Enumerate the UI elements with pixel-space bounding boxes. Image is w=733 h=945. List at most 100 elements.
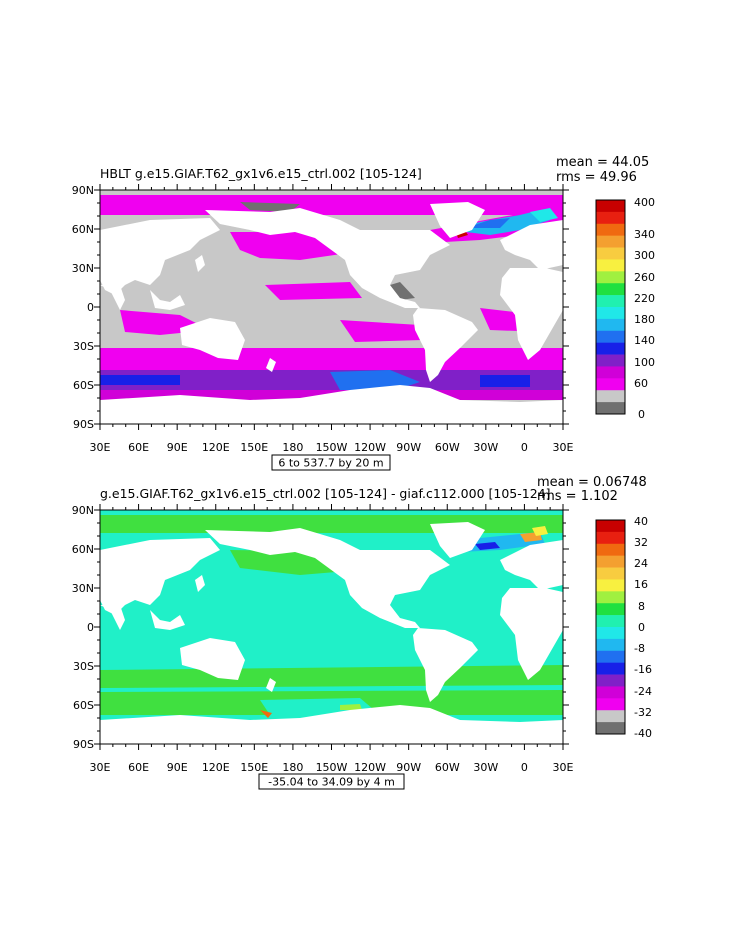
lon-label: 30E [90,441,111,454]
panel-2-title: g.e15.GIAF.T62_gx1v6.e15_ctrl.002 [105-1… [100,486,550,501]
lon-label: 180 [282,761,303,774]
lon-label: 30W [473,761,498,774]
lon-label: 90E [167,441,188,454]
lon-label: 150E [240,761,268,774]
lon-label: 30E [553,761,574,774]
colorbar-swatch [596,318,625,332]
lon-label: 0 [521,441,528,454]
lon-label: 60W [435,441,460,454]
lat-label: 60S [73,379,94,392]
panel-1-lat-axis: 90N 60N 30N 0 30S 60S 90S [72,184,94,431]
colorbar-label: -24 [634,685,652,698]
lat-label: 30S [73,340,94,353]
panel-1-ticks [94,184,569,430]
lon-label: 60E [128,441,149,454]
lat-label: 90S [73,738,94,751]
panel-2-rms: rms = 1.102 [537,489,618,504]
colorbar-swatch [596,271,625,284]
colorbar-swatch [596,579,625,592]
colorbar-swatch [596,235,625,248]
panel-1-rms: rms = 49.96 [556,170,637,185]
panel-1-lon-axis: 30E 60E 90E 120E 150E 180 150W 120W 90W … [90,441,574,454]
lon-label: 0 [521,761,528,774]
lat-label: 60N [72,223,94,236]
colorbar-frame [595,199,626,415]
colorbar-swatch [596,259,625,272]
colorbar-label: -8 [634,642,645,655]
panel-1-range-box [271,454,391,471]
colorbar-label: 400 [634,196,655,209]
colorbar-label: 180 [634,313,655,326]
colorbar-swatch [596,698,625,711]
lon-label: 120W [354,761,386,774]
panel-2-colorbar [595,519,626,735]
colorbar-swatch [596,543,625,556]
colorbar-swatch [596,223,625,236]
panel-1-mean: mean = 44.05 [556,155,649,170]
colorbar-swatch [596,295,625,308]
panel-2-range-text: -35.04 to 34.09 by 4 m [268,776,395,789]
colorbar-label: 32 [634,536,648,549]
lon-label: 90W [396,441,421,454]
colorbar-label: 24 [634,557,648,570]
panel-1: HBLT g.e15.GIAF.T62_gx1v6.e15_ctrl.002 [… [72,155,655,471]
lat-label: 60N [72,543,94,556]
colorbar-swatch [596,662,625,675]
lat-label: 60S [73,699,94,712]
colorbar-label: 220 [634,292,655,305]
colorbar-label: -40 [634,727,652,740]
colorbar-swatch [596,402,625,415]
lon-label: 150W [316,441,348,454]
colorbar-frame [595,519,626,735]
panel-2-range-box [258,773,405,790]
colorbar-label: -32 [634,706,652,719]
colorbar-swatch [596,330,625,343]
lon-label: 90E [167,761,188,774]
colorbar-label: 16 [634,578,648,591]
lon-label: 120W [354,441,386,454]
colorbar-swatch [596,390,625,403]
colorbar-swatch [596,591,625,604]
lon-label: 90W [396,761,421,774]
panel-2-mean: mean = 0.06748 [537,475,647,490]
panel-2-colorbar-labels: 40 32 24 16 8 0 -8 -16 -24 -32 -40 [634,515,652,740]
colorbar-swatch [596,247,625,260]
lat-label: 0 [87,301,94,314]
colorbar-swatch [596,307,625,320]
panel-1-map [100,190,563,424]
lat-label: 90S [73,418,94,431]
panel-1-range-text: 6 to 537.7 by 20 m [278,457,383,470]
colorbar-swatch [596,283,625,296]
colorbar-label: 0 [638,408,645,421]
colorbar-swatch [596,342,625,355]
lon-label: 150W [316,761,348,774]
colorbar-swatch [596,722,625,735]
lon-label: 120E [202,761,230,774]
colorbar-label: 140 [634,334,655,347]
colorbar-label: 0 [638,621,645,634]
colorbar-swatch [596,211,625,225]
colorbar-swatch [596,650,625,663]
panel-2-lon-axis: 30E 60E 90E 120E 150E 180 150W 120W 90W … [90,761,574,774]
panel-2-ticks [94,504,569,750]
colorbar-swatch [596,627,625,640]
colorbar-swatch [596,603,625,616]
colorbar-swatch [596,555,625,568]
lon-label: 30E [553,441,574,454]
colorbar-swatch [596,638,625,652]
colorbar-label: 260 [634,271,655,284]
colorbar-label: 300 [634,249,655,262]
colorbar-swatch [596,200,625,213]
colorbar-swatch [596,531,625,545]
colorbar-label: -16 [634,663,652,676]
colorbar-swatch [596,567,625,580]
colorbar-label: 40 [634,515,648,528]
lon-label: 150E [240,441,268,454]
panel-2-map [100,510,563,744]
colorbar-label: 60 [634,377,648,390]
colorbar-swatch [596,710,625,723]
panel-2: g.e15.GIAF.T62_gx1v6.e15_ctrl.002 [105-1… [72,475,652,790]
lat-label: 30N [72,582,94,595]
colorbar-swatch [596,378,625,391]
